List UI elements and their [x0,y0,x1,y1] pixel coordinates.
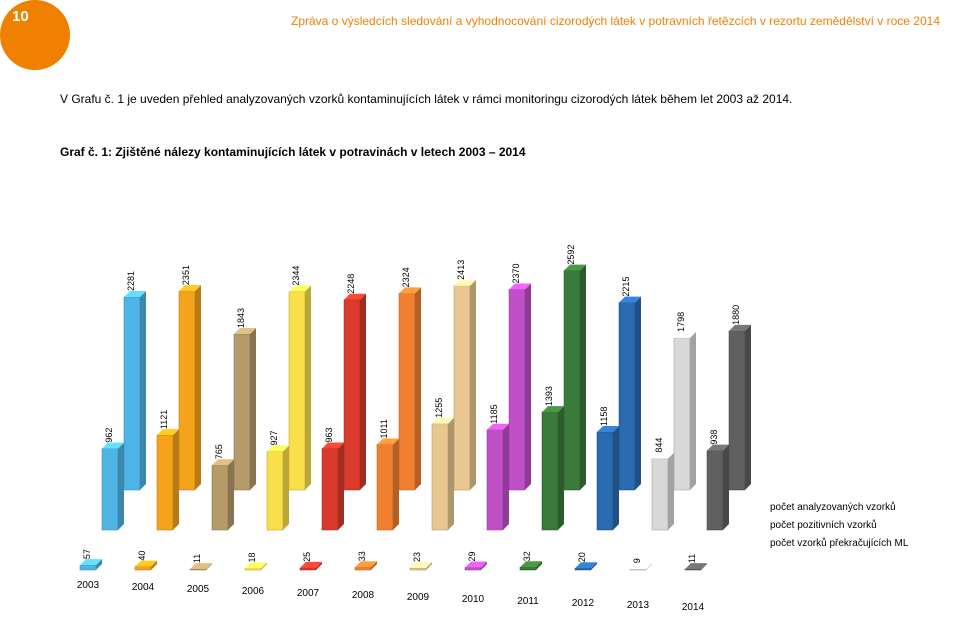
svg-text:2007: 2007 [297,588,320,599]
svg-text:1393: 1393 [544,386,554,406]
svg-text:32: 32 [522,551,532,561]
svg-text:29: 29 [467,552,477,562]
svg-text:1158: 1158 [599,407,609,426]
svg-text:2003: 2003 [77,580,100,591]
svg-text:11: 11 [192,554,202,563]
svg-text:18: 18 [247,552,257,562]
svg-text:57: 57 [82,549,92,559]
svg-text:2014: 2014 [682,602,705,613]
svg-text:2011: 2011 [517,596,539,607]
svg-text:1121: 1121 [159,410,169,429]
chart-caption: Graf č. 1: Zjištěné nálezy kontaminující… [60,145,526,159]
svg-text:938: 938 [709,430,719,445]
svg-text:2009: 2009 [407,592,430,603]
svg-text:2005: 2005 [187,584,210,595]
page-number: 10 [12,8,29,25]
svg-text:963: 963 [324,427,334,442]
svg-text:25: 25 [302,552,312,562]
svg-text:844: 844 [654,438,664,453]
svg-text:1255: 1255 [434,398,444,418]
svg-text:23: 23 [412,552,422,562]
svg-text:2281: 2281 [126,271,136,291]
svg-text:1185: 1185 [489,404,499,423]
svg-text:33: 33 [357,551,367,561]
svg-text:2413: 2413 [456,260,466,280]
svg-text:2012: 2012 [572,598,595,609]
svg-text:2010: 2010 [462,594,485,605]
svg-text:927: 927 [269,431,279,446]
svg-text:2013: 2013 [627,600,650,611]
svg-text:2008: 2008 [352,590,375,601]
svg-text:765: 765 [214,444,224,459]
svg-text:počet analyzovaných vzorků: počet analyzovaných vzorků [770,501,896,513]
svg-text:20: 20 [577,552,587,562]
chart: 2281 2351 1843 2344 2248 2324 2413 2370 2592 2215… [40,180,920,620]
svg-text:počet vzorků překračujících ML: počet vzorků překračujících ML [770,537,909,549]
svg-text:2324: 2324 [401,267,411,287]
svg-text:40: 40 [137,551,147,561]
svg-text:počet pozitivních vzorků: počet pozitivních vzorků [770,519,877,531]
svg-text:11: 11 [687,554,697,563]
svg-text:1798: 1798 [676,312,686,332]
page-badge [0,0,70,70]
svg-text:962: 962 [104,428,114,443]
svg-text:1843: 1843 [236,308,246,328]
svg-text:9: 9 [632,558,642,563]
svg-text:2351: 2351 [181,265,191,285]
svg-text:2370: 2370 [511,263,521,283]
svg-text:2344: 2344 [291,266,301,286]
svg-text:2006: 2006 [242,586,265,597]
svg-text:2248: 2248 [346,274,356,294]
svg-text:1880: 1880 [731,305,741,325]
intro-text: V Grafu č. 1 je uveden přehled analyzova… [60,90,920,108]
svg-text:1011: 1011 [379,419,389,438]
svg-text:2215: 2215 [621,277,631,297]
svg-text:2592: 2592 [566,245,576,265]
report-header: Zpráva o výsledcích sledování a vyhodnoc… [110,14,940,28]
svg-text:2004: 2004 [132,582,155,593]
